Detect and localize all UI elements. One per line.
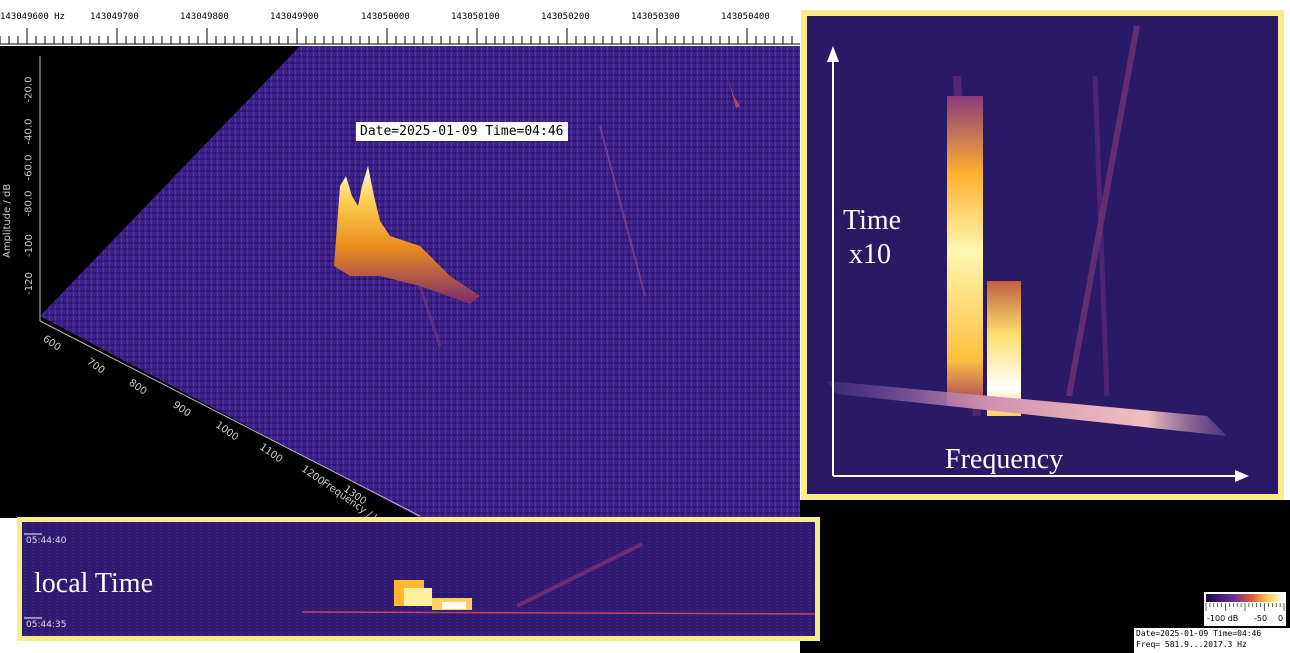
amplitude-tick: -120 bbox=[23, 272, 35, 295]
spectrum-3d-plot: Date=2025-01-09 Time=04:46 Amplitude / d… bbox=[0, 46, 800, 518]
frequency-ruler: 143049600 Hz 143049700 143049800 1430499… bbox=[0, 0, 800, 46]
minor-trace bbox=[728, 78, 740, 108]
ruler-label: 143050300 bbox=[631, 12, 680, 22]
ruler-label: 143049900 bbox=[270, 12, 319, 22]
ruler-label: 143049700 bbox=[90, 12, 139, 22]
arrow-up-icon bbox=[827, 46, 839, 62]
amplitude-tick: -40.0 bbox=[23, 118, 35, 145]
amplitude-tick: -100 bbox=[23, 234, 35, 257]
carrier-line bbox=[301, 611, 815, 615]
minor-trace bbox=[599, 125, 646, 297]
colorbar-scale bbox=[1205, 594, 1285, 611]
signal-burst bbox=[404, 588, 432, 606]
footer-freq-line: Freq= 581.9...2017.3 Hz bbox=[1136, 640, 1247, 649]
inset-time-label-line2: x10 bbox=[849, 239, 891, 270]
footer-date-line: Date=2025-01-09 Time=04:46 bbox=[1136, 629, 1262, 638]
ruler-label: 143050100 bbox=[451, 12, 500, 22]
inset-time-label: Time x10 bbox=[843, 204, 901, 272]
signal-burst bbox=[987, 281, 1021, 416]
inset-time-label-line1: Time bbox=[843, 205, 902, 236]
minor-trace bbox=[418, 285, 442, 347]
colorbar-gradient bbox=[1206, 594, 1284, 602]
colorbar-tick-mid: -50 bbox=[1254, 614, 1268, 623]
ruler-label: 143050400 bbox=[721, 12, 770, 22]
inset-canvas bbox=[807, 16, 1278, 494]
waterfall-noise bbox=[22, 522, 815, 636]
signal-burst bbox=[442, 602, 466, 609]
faint-trace bbox=[1092, 75, 1110, 397]
waterfall-time-bottom: 05:44:35 bbox=[26, 620, 67, 630]
waterfall-canvas bbox=[22, 522, 815, 636]
amplitude-tick: -80.0 bbox=[23, 190, 35, 217]
signal-burst bbox=[947, 96, 983, 406]
empty-panel bbox=[800, 500, 1290, 653]
zoom-inset: Time x10 Frequency bbox=[801, 10, 1284, 500]
inset-frequency-label: Frequency bbox=[945, 444, 1064, 475]
ruler-ticks bbox=[0, 28, 800, 45]
arrow-right-icon bbox=[1235, 470, 1249, 482]
faint-trace bbox=[1066, 25, 1140, 397]
ruler-label: 143050000 bbox=[361, 12, 410, 22]
spectrum-3d-canvas bbox=[39, 46, 800, 518]
signal-peak bbox=[334, 166, 480, 304]
amplitude-axis-label: Amplitude / dB bbox=[2, 183, 13, 258]
colorbar: -100 dB -50 0 bbox=[1204, 592, 1286, 626]
doppler-streak bbox=[827, 381, 1227, 436]
frequency-axis bbox=[39, 320, 421, 517]
faint-trace bbox=[516, 542, 643, 608]
ruler-label: 143049600 Hz bbox=[0, 12, 66, 22]
local-time-label: local Time bbox=[34, 568, 154, 599]
ruler-label: 143050200 bbox=[541, 12, 590, 22]
ruler-label: 143049800 bbox=[180, 12, 229, 22]
colorbar-tick-low: -100 dB bbox=[1207, 614, 1239, 623]
info-footer: Date=2025-01-09 Time=04:46 Freq= 581.9..… bbox=[1134, 628, 1290, 653]
waterfall-time-top: 05:44:40 bbox=[26, 536, 67, 546]
waterfall-display: 05:44:40 05:44:35 local Time bbox=[17, 517, 820, 641]
date-time-label: Date=2025-01-09 Time=04:46 bbox=[356, 122, 568, 141]
colorbar-tick-high: 0 bbox=[1278, 614, 1284, 623]
amplitude-tick: -60.0 bbox=[23, 154, 35, 181]
amplitude-tick: -20.0 bbox=[23, 76, 35, 103]
